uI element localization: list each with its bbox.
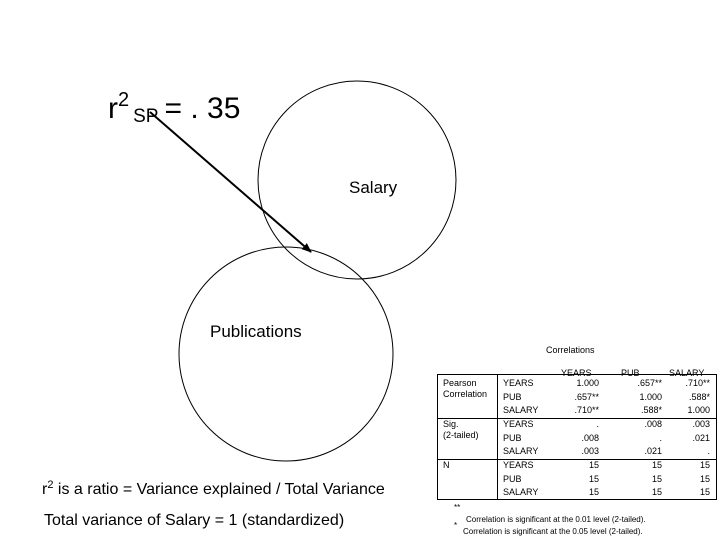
col-head-pub: PUB: [621, 368, 640, 378]
table-cell: .657**: [637, 378, 662, 388]
footnote-text-1: Correlation is significant at the 0.01 l…: [466, 515, 646, 524]
table-cell: 15: [699, 487, 710, 497]
row-variable: YEARS: [503, 378, 534, 388]
table-cell: 1.000: [687, 405, 710, 415]
table-cell: .657**: [574, 391, 599, 402]
formula-arrow: [149, 111, 312, 253]
table-cell: .: [659, 432, 662, 443]
col-head-years: YEARS: [561, 368, 592, 378]
row-variable: SALARY: [503, 446, 539, 456]
formula-subscript: SP: [133, 106, 159, 127]
publications-circle: [178, 246, 394, 462]
group-label: Correlation: [443, 389, 488, 399]
table-cell: .710**: [685, 378, 710, 388]
table-cell: .: [596, 419, 599, 429]
salary-circle: [257, 80, 457, 280]
table-cell: 15: [588, 473, 599, 484]
table-cell: .588*: [640, 405, 662, 415]
col-head-salary: SALARY: [669, 368, 705, 378]
row-variable: PUB: [503, 473, 522, 484]
r-squared-formula: r2SP = . 35: [108, 82, 240, 135]
publications-label: Publications: [210, 322, 302, 341]
table-cell: .003: [692, 419, 710, 429]
table-cell: .: [707, 446, 710, 456]
table-cell: .021: [692, 432, 710, 443]
ratio-definition: r2 is a ratio = Variance explained / Tot…: [42, 479, 385, 499]
table-cell: .710**: [574, 405, 599, 415]
group-label: Pearson: [443, 378, 477, 388]
formula-exponent: 2: [118, 89, 130, 111]
row-variable: PUB: [503, 391, 522, 402]
correlations-title: Correlations: [546, 345, 595, 355]
row-variable: PUB: [503, 432, 522, 443]
table-cell: .008: [644, 419, 662, 429]
table-cell: 15: [651, 473, 662, 484]
footnote-mark-1: **: [454, 503, 461, 512]
table-cell: 1.000: [576, 378, 599, 388]
table-divider: [497, 374, 498, 500]
table-cell: 1.000: [639, 391, 662, 402]
table-cell: 15: [588, 487, 599, 497]
row-variable: SALARY: [503, 487, 539, 497]
table-cell: 15: [588, 460, 599, 470]
ratio-exponent: 2: [47, 479, 54, 491]
row-variable: YEARS: [503, 460, 534, 470]
table-cell: .588*: [688, 391, 710, 402]
footnote-mark-2: *: [454, 521, 458, 530]
table-cell: 15: [699, 460, 710, 470]
formula-value: = . 35: [164, 92, 241, 125]
table-cell: 15: [651, 460, 662, 470]
group-label: (2-tailed): [443, 430, 479, 440]
table-cell: .003: [581, 446, 599, 456]
table-cell: .021: [644, 446, 662, 456]
group-label: Sig.: [443, 419, 459, 429]
row-variable: YEARS: [503, 419, 534, 429]
total-variance-note: Total variance of Salary = 1 (standardiz…: [44, 512, 345, 529]
table-cell: 15: [651, 487, 662, 497]
table-separator: [437, 418, 717, 419]
ratio-text: is a ratio = Variance explained / Total …: [53, 481, 385, 498]
ratio-r: r: [42, 481, 48, 498]
group-label: N: [443, 460, 450, 470]
salary-label: Salary: [349, 178, 398, 197]
formula-base: r: [108, 92, 118, 125]
footnote-text-2: Correlation is significant at the 0.05 l…: [463, 527, 643, 536]
correlations-table: [437, 374, 717, 500]
table-cell: 15: [699, 473, 710, 484]
table-separator: [437, 459, 717, 460]
row-variable: SALARY: [503, 405, 539, 415]
table-cell: .008: [581, 432, 599, 443]
